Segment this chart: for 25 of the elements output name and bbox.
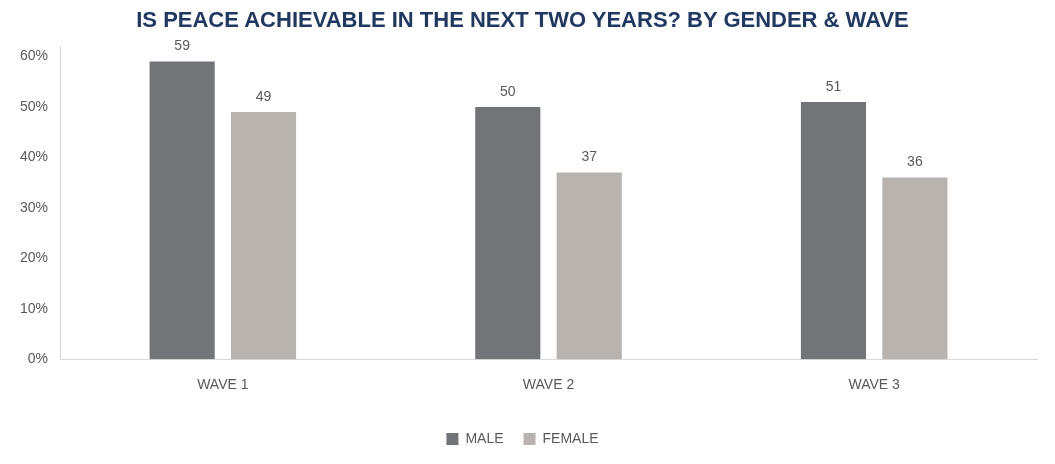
y-tick-label: 50% bbox=[19, 97, 49, 114]
data-label: 49 bbox=[255, 87, 272, 104]
x-tick-label: WAVE 3 bbox=[848, 376, 901, 393]
data-label: 59 bbox=[174, 37, 191, 54]
bar bbox=[230, 111, 297, 360]
data-label: 50 bbox=[500, 82, 516, 99]
y-tick-label: 0% bbox=[27, 350, 49, 367]
y-tick-label: 20% bbox=[19, 249, 49, 266]
x-tick-label: WAVE 1 bbox=[197, 376, 249, 393]
bar bbox=[800, 101, 867, 360]
data-label: 36 bbox=[907, 153, 923, 170]
bar bbox=[556, 172, 622, 360]
y-tick-label: 40% bbox=[19, 148, 49, 165]
legend-label: MALE bbox=[465, 429, 504, 446]
y-tick-label: 60% bbox=[19, 47, 49, 64]
chart-title: IS PEACE ACHIEVABLE IN THE NEXT TWO YEARS? BY GENDER & WAVE bbox=[136, 7, 909, 33]
bar bbox=[149, 61, 215, 360]
legend-label: FEMALE bbox=[542, 429, 599, 446]
data-label: 51 bbox=[825, 77, 842, 94]
x-tick-label: WAVE 2 bbox=[522, 376, 575, 393]
y-tick-label: 30% bbox=[19, 198, 49, 215]
bar bbox=[475, 106, 541, 360]
y-tick-label: 10% bbox=[19, 299, 49, 316]
bar bbox=[882, 177, 948, 360]
data-label: 37 bbox=[581, 148, 598, 165]
